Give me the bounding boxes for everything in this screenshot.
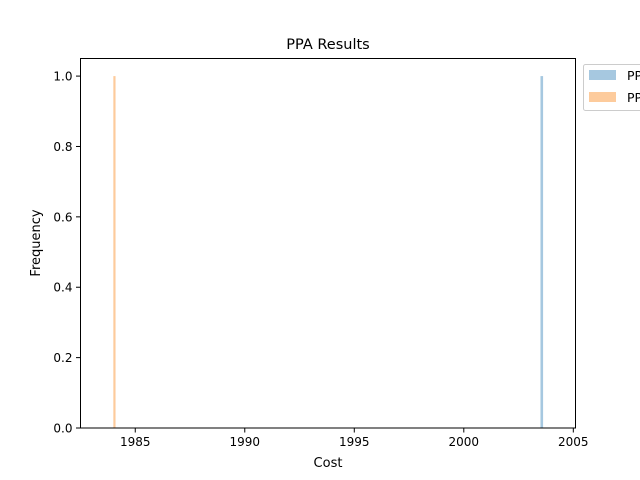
plot-area-frame: [80, 58, 576, 429]
x-axis-ticks: 1985 1990 1995 2000 2005: [120, 428, 589, 449]
y-axis-label: Frequency: [29, 209, 44, 276]
x-tick-label-1985: 1985: [120, 435, 151, 449]
legend-swatch-series-2: [589, 92, 616, 102]
x-tick-label-1995: 1995: [339, 435, 370, 449]
bar-series-2-bin-1: [113, 76, 116, 428]
legend-label-series-2: PP: [627, 90, 640, 105]
chart-title: PPA Results: [286, 37, 369, 53]
y-tick-label-3: 0.6: [53, 210, 72, 224]
y-tick-label-5: 1.0: [53, 70, 72, 84]
bars-layer: [113, 76, 544, 428]
x-tick-label-1990: 1990: [229, 435, 260, 449]
y-tick-label-4: 0.8: [53, 140, 72, 154]
x-tick-label-2000: 2000: [449, 435, 480, 449]
y-axis-ticks: 0.0 0.2 0.4 0.6 0.8 1.0: [53, 70, 81, 436]
bar-series-1-bin-1: [540, 76, 544, 428]
legend: PP PP: [583, 64, 640, 111]
y-tick-label-2: 0.4: [53, 281, 72, 295]
x-tick-label-2005: 2005: [558, 435, 589, 449]
x-axis-label: Cost: [314, 456, 343, 471]
y-tick-label-0: 0.0: [53, 422, 72, 436]
legend-label-series-1: PP: [627, 68, 640, 83]
legend-swatch-series-1: [589, 70, 616, 80]
y-tick-label-1: 0.2: [53, 351, 72, 365]
